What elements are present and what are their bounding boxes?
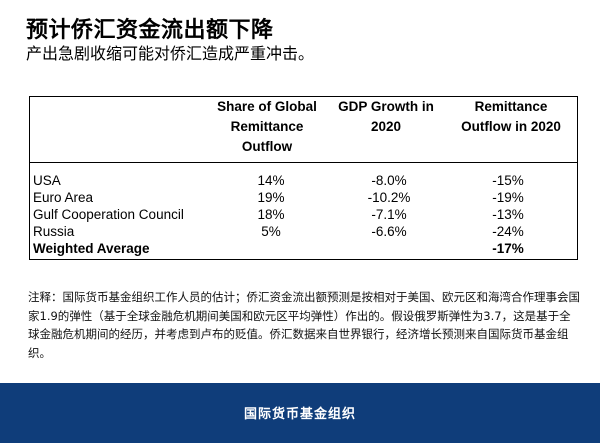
cell-total-label: Weighted Average bbox=[33, 241, 150, 256]
col-header-share: Share of Global Remittance Outflow bbox=[217, 99, 317, 154]
footer-org-name: 国际货币基金组织 bbox=[243, 407, 356, 422]
table-total-row: Weighted Average -17% bbox=[33, 240, 573, 257]
cell-share: 5% bbox=[261, 224, 281, 239]
cell-region: USA bbox=[33, 173, 61, 188]
remittance-table bbox=[29, 96, 578, 260]
cell-outflow: -24% bbox=[492, 224, 524, 239]
cell-gdp: -8.0% bbox=[371, 173, 407, 188]
cell-total-outflow: -17% bbox=[492, 241, 524, 256]
cell-region: Russia bbox=[33, 224, 75, 239]
table-row: USA 14% -8.0% -15% bbox=[33, 172, 573, 189]
cell-share: 14% bbox=[257, 173, 285, 188]
cell-gdp: -10.2% bbox=[367, 190, 411, 205]
footer-bar: 国际货币基金组织 bbox=[0, 383, 600, 443]
cell-gdp: -6.6% bbox=[371, 224, 407, 239]
table-row: Euro Area 19% -10.2% -19% bbox=[33, 189, 573, 206]
cell-outflow: -19% bbox=[492, 190, 524, 205]
table-row: Gulf Cooperation Council 18% -7.1% -13% bbox=[33, 206, 573, 223]
footnote: 注释：国际货币基金组织工作人员的估计；侨汇资金流出额预测是按相对于美国、欧元区和… bbox=[28, 290, 580, 360]
col-header-gdp: GDP Growth in 2020 bbox=[338, 99, 434, 134]
table-header-divider bbox=[29, 162, 578, 163]
cell-outflow: -13% bbox=[492, 207, 524, 222]
cell-outflow: -15% bbox=[492, 173, 524, 188]
page-subtitle: 产出急剧收缩可能对侨汇造成严重冲击。 bbox=[26, 44, 315, 63]
page-title: 预计侨汇资金流出额下降 bbox=[26, 18, 274, 43]
table-row: Russia 5% -6.6% -24% bbox=[33, 223, 573, 240]
cell-share: 18% bbox=[257, 207, 285, 222]
cell-region: Euro Area bbox=[33, 190, 94, 205]
cell-gdp: -7.1% bbox=[371, 207, 407, 222]
col-header-outflow: Remittance Outflow in 2020 bbox=[461, 99, 561, 134]
cell-region: Gulf Cooperation Council bbox=[33, 207, 184, 222]
cell-share: 19% bbox=[257, 190, 285, 205]
